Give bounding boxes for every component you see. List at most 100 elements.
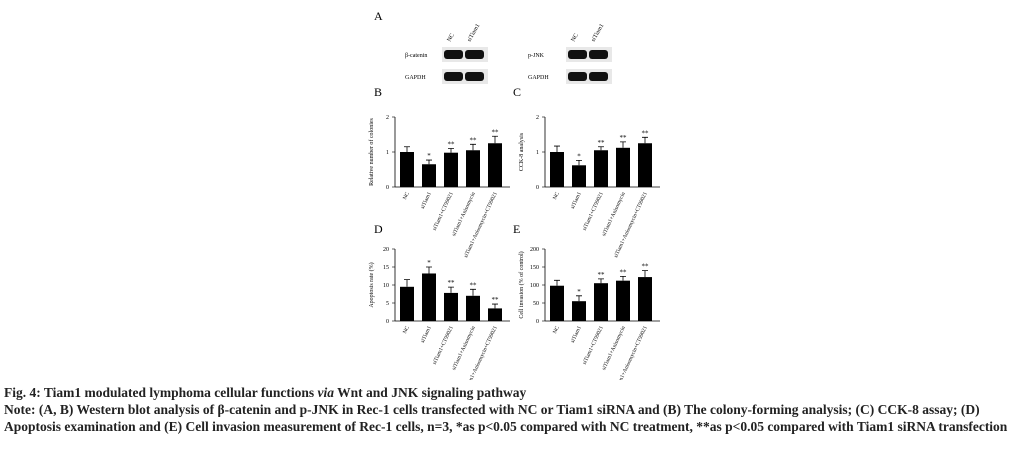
blot-band bbox=[568, 72, 587, 81]
significance-label: * bbox=[427, 152, 431, 160]
x-tick-label: siTiam1 bbox=[420, 325, 433, 344]
bar bbox=[638, 277, 652, 321]
significance-label: * bbox=[577, 288, 581, 296]
significance-label: ** bbox=[492, 128, 500, 136]
bar bbox=[616, 280, 630, 321]
significance-label: ** bbox=[620, 268, 628, 276]
error-bar bbox=[426, 266, 432, 274]
significance-label: * bbox=[427, 259, 431, 267]
row-label: β-catenin bbox=[405, 53, 427, 59]
y-tick-label: 0 bbox=[536, 185, 539, 191]
significance-label: ** bbox=[642, 129, 650, 137]
bar bbox=[422, 273, 436, 321]
bar bbox=[594, 283, 608, 321]
y-axis-label: CCK-8 analysis bbox=[519, 132, 525, 171]
x-tick-label: siTiam1+Anisomycin bbox=[601, 191, 627, 237]
x-tick-label: NC bbox=[402, 325, 411, 335]
blot-band bbox=[444, 50, 463, 59]
y-tick-label: 1 bbox=[536, 150, 539, 156]
x-tick-label: siTiam1+CT99021 bbox=[432, 191, 455, 232]
error-bar bbox=[404, 146, 410, 152]
bar bbox=[400, 152, 414, 187]
x-tick-label: siTiam1 bbox=[570, 325, 583, 344]
y-tick-label: 20 bbox=[383, 247, 389, 253]
row-label: GAPDH bbox=[405, 75, 426, 81]
error-bar bbox=[492, 303, 498, 309]
x-tick-label: NC bbox=[552, 325, 561, 335]
error-bar bbox=[470, 143, 476, 151]
y-tick-label: 0 bbox=[386, 185, 389, 191]
bar bbox=[638, 143, 652, 187]
error-bar bbox=[642, 136, 648, 144]
row-label: GAPDH bbox=[528, 75, 549, 81]
y-tick-label: 100 bbox=[530, 283, 539, 289]
caption-title: Fig. 4: Tiam1 modulated lymphoma cellula… bbox=[4, 384, 1024, 401]
significance-label: * bbox=[577, 152, 581, 160]
y-tick-label: 10 bbox=[383, 283, 389, 289]
y-axis-label: Apoptosis rate (%) bbox=[368, 262, 375, 307]
y-axis-label: Relative number of colonies bbox=[368, 117, 375, 185]
bar bbox=[466, 150, 480, 187]
error-bar bbox=[598, 146, 604, 151]
significance-label: ** bbox=[448, 141, 456, 149]
bar bbox=[444, 292, 458, 321]
significance-label: ** bbox=[470, 281, 478, 289]
figure: A NC siTiam1 β-catenin GAPDH NC siTiam1 p-JNK GA… bbox=[368, 9, 660, 380]
x-tick-label: NC bbox=[402, 191, 411, 201]
bar bbox=[444, 152, 458, 187]
error-bar bbox=[448, 286, 454, 293]
y-tick-label: 1 bbox=[386, 150, 389, 156]
error-bar bbox=[576, 160, 582, 166]
blot-band bbox=[465, 50, 484, 59]
y-tick-label: 50 bbox=[533, 301, 539, 307]
bar bbox=[550, 152, 564, 187]
bar bbox=[422, 164, 436, 187]
panel-label: B bbox=[374, 85, 382, 99]
x-tick-label: siTiam1+Anisomycin bbox=[451, 325, 477, 371]
x-tick-label: NC bbox=[552, 191, 561, 201]
significance-label: ** bbox=[448, 279, 456, 287]
bar bbox=[572, 301, 586, 321]
significance-label: ** bbox=[642, 263, 650, 271]
bar bbox=[572, 165, 586, 187]
error-bar bbox=[576, 295, 582, 302]
x-tick-label: siTiam1 bbox=[570, 191, 583, 210]
lane-label: NC bbox=[571, 33, 580, 43]
error-bar bbox=[426, 159, 432, 165]
y-tick-label: 0 bbox=[536, 319, 539, 325]
error-bar bbox=[470, 288, 476, 296]
error-bar bbox=[554, 279, 560, 286]
bar bbox=[400, 286, 414, 321]
y-tick-label: 200 bbox=[530, 247, 539, 253]
x-tick-label: siTiam1+CT99021 bbox=[432, 325, 455, 366]
bar bbox=[550, 285, 564, 321]
panel-label: D bbox=[374, 222, 383, 236]
caption-title-part: via bbox=[317, 385, 335, 400]
significance-label: ** bbox=[598, 139, 606, 147]
x-tick-label: siTiam1+Anisomycin bbox=[451, 191, 477, 237]
lane-label: siTiam1 bbox=[591, 23, 606, 43]
error-bar bbox=[598, 278, 604, 284]
error-bar bbox=[492, 135, 498, 144]
caption-title-part: Wnt and JNK signaling pathway bbox=[337, 385, 527, 400]
panel-label: E bbox=[513, 222, 520, 236]
caption-title-part: Fig. 4: Tiam1 modulated lymphoma cellula… bbox=[4, 385, 315, 400]
y-tick-label: 0 bbox=[386, 319, 389, 325]
y-axis-label: Cell invasion (% of control) bbox=[518, 251, 525, 318]
blot-band bbox=[444, 72, 463, 81]
y-tick-label: 15 bbox=[383, 265, 389, 271]
bar bbox=[488, 308, 502, 321]
x-tick-label: siTiam1+CT99021 bbox=[582, 191, 605, 232]
caption-note: Note: (A, B) Western blot analysis of β-… bbox=[4, 402, 1008, 434]
x-tick-label: siTiam1+CT99021 bbox=[582, 325, 605, 366]
error-bar bbox=[620, 275, 626, 281]
blot-band bbox=[568, 50, 587, 59]
blot-band bbox=[589, 50, 608, 59]
error-bar bbox=[448, 148, 454, 153]
error-bar bbox=[554, 145, 560, 152]
significance-label: ** bbox=[470, 136, 478, 144]
error-bar bbox=[620, 141, 626, 148]
bar bbox=[488, 143, 502, 187]
significance-label: ** bbox=[620, 134, 628, 142]
